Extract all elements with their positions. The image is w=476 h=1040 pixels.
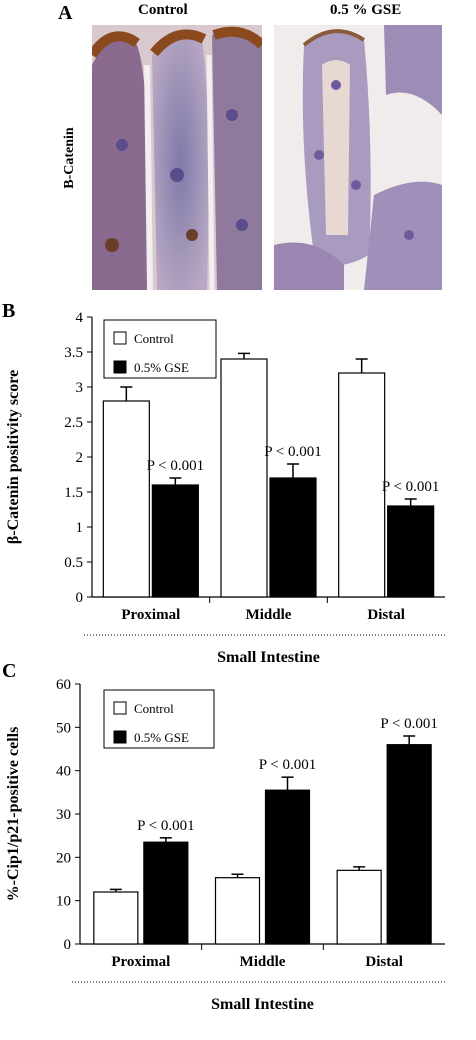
y-axis-title: %-Cip1/p21-positive cells <box>5 727 22 902</box>
y-tick-label: 10 <box>56 894 71 910</box>
bar <box>386 744 432 945</box>
y-tick-label: 60 <box>56 677 71 693</box>
x-tick-label: Middle <box>240 954 286 970</box>
x-tick-label: Distal <box>367 607 405 623</box>
p-value-annotation: P < 0.001 <box>382 479 440 495</box>
x-axis-title: Small Intestine <box>211 996 314 1013</box>
gse-column-label: 0.5 % GSE <box>330 2 402 18</box>
y-tick-label: 30 <box>56 807 71 823</box>
control-column-label: Control <box>138 2 188 18</box>
bar <box>338 372 386 598</box>
cip1-p21-chart: 0 10 20 30 40 50 60 %-Cip1/p21-positive cells P … <box>5 677 445 1013</box>
y-tick-label: 3 <box>76 380 84 396</box>
y-tick-label: 0 <box>64 937 72 953</box>
bar <box>387 505 435 598</box>
bar <box>143 841 189 945</box>
legend-label: 0.5% GSE <box>134 730 189 745</box>
x-tick-label: Distal <box>365 954 403 970</box>
bar <box>336 869 382 945</box>
legend-label: Control <box>134 331 174 346</box>
y-tick-label: 40 <box>56 764 71 780</box>
y-tick-label: 2.5 <box>64 415 83 431</box>
x-tick-label: Middle <box>246 607 292 623</box>
x-tick-label: Proximal <box>111 954 170 970</box>
p-value-annotation: P < 0.001 <box>137 818 195 834</box>
y-tick-label: 20 <box>56 850 71 866</box>
panel-a-letter: A <box>58 2 73 24</box>
bar <box>269 477 317 598</box>
y-axis-title: β-Catenin positivity score <box>5 370 22 544</box>
x-tick-label: Proximal <box>121 607 180 623</box>
y-tick-label: 2 <box>76 450 84 466</box>
bar <box>151 484 199 598</box>
legend-label: 0.5% GSE <box>134 360 189 375</box>
bar <box>264 789 311 945</box>
legend-swatch <box>113 360 127 374</box>
p-value-annotation: P < 0.001 <box>380 716 438 732</box>
bar <box>102 400 150 598</box>
bar <box>214 877 261 945</box>
y-tick-label: 0 <box>76 590 84 606</box>
legend-swatch <box>113 730 127 744</box>
p-value-annotation: P < 0.001 <box>259 757 317 773</box>
legend-swatch <box>113 701 127 715</box>
y-tick-label: 3.5 <box>64 345 83 361</box>
gse-micrograph <box>274 25 442 290</box>
beta-catenin-chart: 0 0.5 1 1.5 2 2.5 3 3.5 4 β-Catenin positivity sc… <box>5 310 445 665</box>
legend-swatch <box>113 331 127 345</box>
p-value-annotation: P < 0.001 <box>147 458 205 474</box>
panel-c-letter: C <box>2 660 17 682</box>
bar <box>93 891 139 945</box>
y-tick-label: 50 <box>56 720 71 736</box>
bar <box>220 358 268 598</box>
control-micrograph <box>92 25 262 290</box>
legend-label: Control <box>134 701 174 716</box>
y-tick-label: 1.5 <box>64 485 83 501</box>
panel-b-letter: B <box>2 300 16 322</box>
x-axis-title: Small Intestine <box>217 649 320 665</box>
row-label: B-Catenin <box>62 127 77 189</box>
y-tick-label: 4 <box>76 310 84 326</box>
y-tick-label: 0.5 <box>64 555 83 571</box>
p-value-annotation: P < 0.001 <box>264 444 322 460</box>
y-tick-label: 1 <box>76 520 84 536</box>
